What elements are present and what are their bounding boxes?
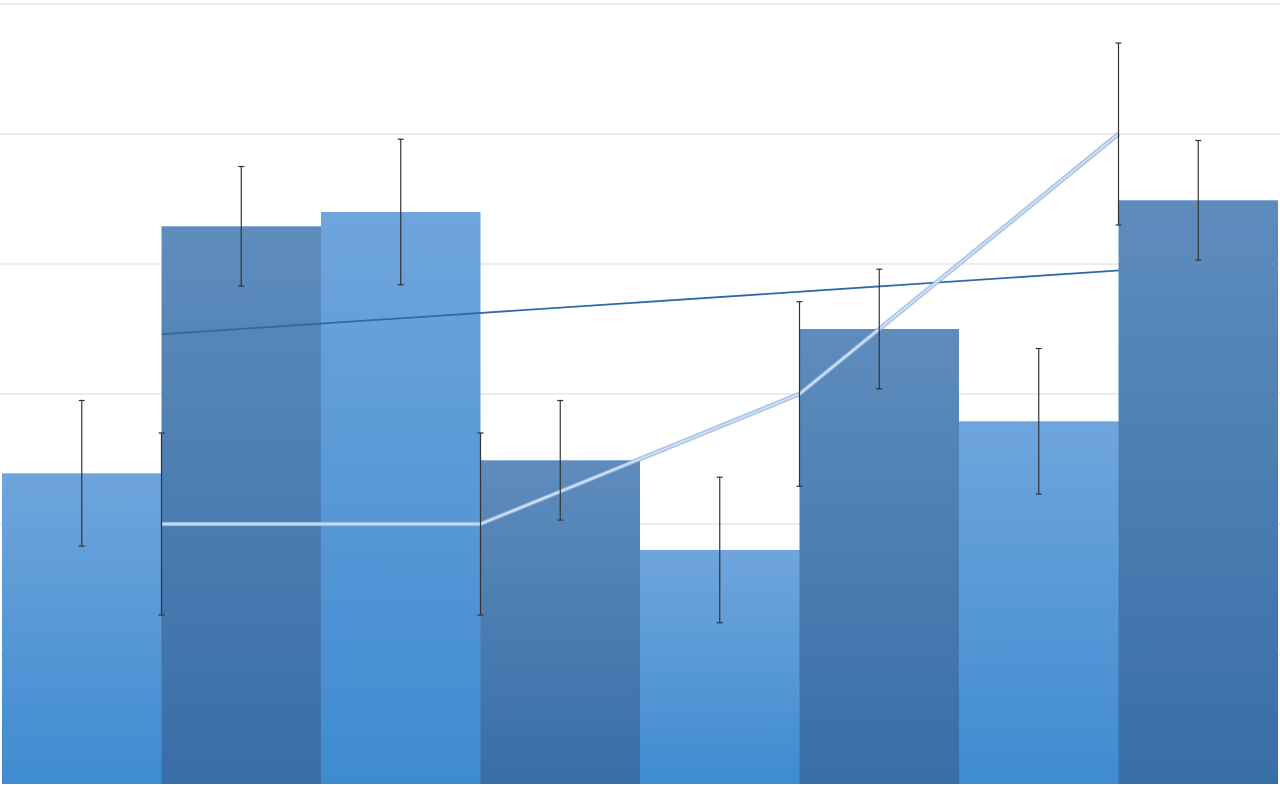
bar xyxy=(321,212,481,784)
error-bar xyxy=(557,399,564,521)
error-bar xyxy=(158,432,165,616)
error-bars xyxy=(78,42,1202,624)
error-bar xyxy=(238,165,245,287)
error-bar xyxy=(1115,42,1122,226)
error-bar xyxy=(876,268,883,390)
bar xyxy=(1118,200,1278,785)
trendline xyxy=(161,269,1119,336)
error-bar xyxy=(78,399,85,547)
bar-series xyxy=(2,200,1278,785)
error-bar xyxy=(796,301,803,487)
error-bar xyxy=(1035,347,1042,495)
error-bar xyxy=(397,138,404,286)
error-bar xyxy=(716,476,723,624)
error-bar xyxy=(1195,139,1202,261)
trendline-layer xyxy=(161,269,1119,336)
error-bar xyxy=(477,432,484,616)
line-series-highlight xyxy=(161,133,1119,525)
line-series xyxy=(161,132,1121,527)
bar xyxy=(161,226,321,785)
bar xyxy=(799,329,959,784)
